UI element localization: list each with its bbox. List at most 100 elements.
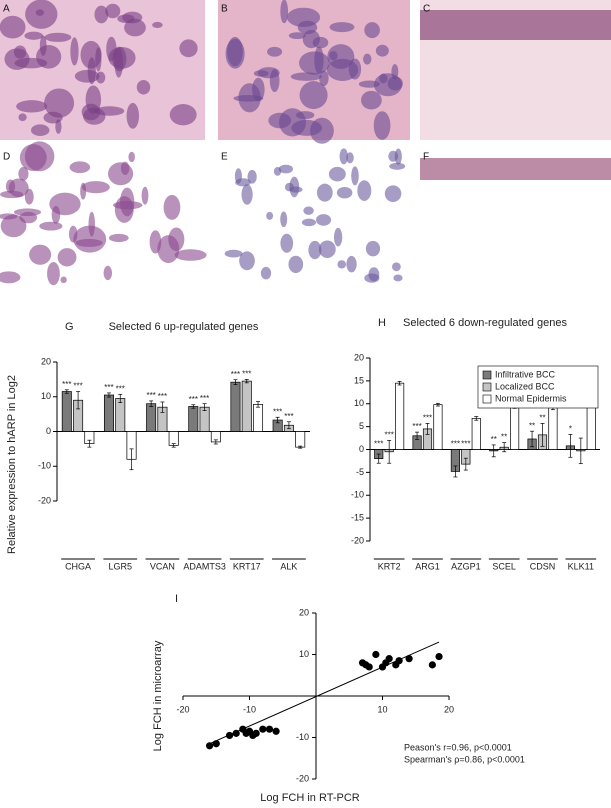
tissue [308, 240, 322, 260]
significance: * [569, 425, 572, 434]
tissue [29, 244, 52, 265]
significance: ** [529, 421, 535, 430]
tissue [247, 169, 257, 184]
point [212, 740, 220, 748]
point [365, 663, 373, 671]
tissue [357, 180, 372, 201]
y-tick-label: -10 [38, 461, 51, 471]
error-bar [64, 389, 69, 394]
tissue [103, 265, 113, 281]
x-tick-label: SCEL [492, 561, 516, 571]
error-bar [171, 443, 176, 448]
annotation: Spearman's ρ=0.86, p<0.0001 [404, 754, 525, 764]
y-tick-label: -10 [351, 490, 364, 500]
tissue [346, 255, 357, 273]
error-bar [129, 448, 134, 471]
y-tick-label: 20 [354, 352, 364, 362]
tissue [278, 164, 293, 174]
legend-box [477, 365, 599, 409]
tissue [373, 111, 391, 140]
x-tick-label: CDSN [530, 561, 556, 571]
significance: ** [539, 414, 545, 423]
tissue [149, 230, 162, 254]
x-tick-label: CHGA [65, 561, 91, 571]
tissue [75, 238, 103, 247]
error-bar [87, 439, 92, 448]
legend-label: Localized BCC [495, 381, 555, 391]
tissue [375, 44, 389, 57]
x-tick-label: ARG1 [415, 561, 440, 571]
bar [188, 406, 199, 432]
legend-swatch [482, 382, 492, 392]
y-tick-label: 0 [359, 444, 364, 454]
error-bar [298, 445, 303, 449]
error-bar [491, 444, 496, 458]
tissue [126, 102, 140, 129]
tissue [70, 37, 79, 66]
x-tick-label: ADAMTS3 [183, 561, 226, 571]
error-bar [149, 400, 154, 407]
tissue [124, 18, 146, 37]
tissue [44, 88, 75, 118]
x-tick-label: KRT2 [378, 561, 401, 571]
y-tick-label: 0 [46, 426, 51, 436]
tissue [114, 196, 134, 223]
tissue [168, 227, 185, 252]
tissue [35, 9, 45, 16]
tissue [16, 100, 48, 113]
tissue [339, 148, 348, 165]
tissue [141, 186, 149, 205]
significance: *** [412, 422, 421, 431]
y-tick-label: 15 [354, 375, 364, 385]
x-tick-label: -20 [176, 704, 189, 714]
significance: *** [200, 394, 209, 403]
tissue [273, 166, 282, 176]
tissue [361, 90, 382, 110]
error-bar [435, 402, 440, 407]
x-axis-label: Log FCH in RT-PCR [260, 792, 359, 804]
bar [230, 381, 241, 432]
significance: ** [491, 435, 497, 444]
tissue [94, 5, 109, 24]
bar [146, 403, 157, 432]
annotation: Peason's r=0.96, p<0.0001 [404, 742, 512, 752]
error-bar [376, 453, 381, 464]
tissue [19, 144, 47, 172]
error-bar [415, 431, 420, 440]
panel-label: F [423, 152, 429, 163]
y-tick-label: -20 [351, 535, 364, 545]
tissue [327, 44, 355, 69]
tissue [296, 111, 315, 120]
tissue [297, 20, 318, 35]
tissue [329, 50, 338, 61]
tissue [117, 14, 135, 24]
error-bar [118, 393, 123, 404]
tissue [169, 104, 197, 126]
tissue [329, 22, 355, 33]
tissue [105, 3, 121, 19]
bar [471, 418, 481, 450]
y-axis-label: Log FCH in microarray [152, 640, 164, 751]
error-bar [76, 391, 81, 410]
significance: *** [146, 391, 155, 400]
significance: *** [461, 440, 470, 449]
y-tick-label: -5 [356, 467, 364, 477]
tissue [44, 32, 72, 42]
bar [295, 431, 306, 448]
tissue [85, 85, 102, 114]
significance: *** [374, 440, 383, 449]
point [395, 657, 403, 665]
y-tick-label: -15 [351, 513, 364, 523]
point [428, 661, 436, 669]
legend-label: Infiltrative BCC [495, 369, 556, 379]
x-tick-label: -10 [243, 704, 256, 714]
tissue [299, 51, 330, 75]
tissue [36, 44, 62, 69]
error-bar [286, 421, 291, 430]
error-bar [233, 379, 238, 385]
x-tick-label: AZGP1 [451, 561, 481, 571]
panel-letter: I [175, 593, 178, 605]
point [225, 731, 234, 740]
significance: *** [158, 392, 167, 401]
tissue [224, 249, 243, 258]
